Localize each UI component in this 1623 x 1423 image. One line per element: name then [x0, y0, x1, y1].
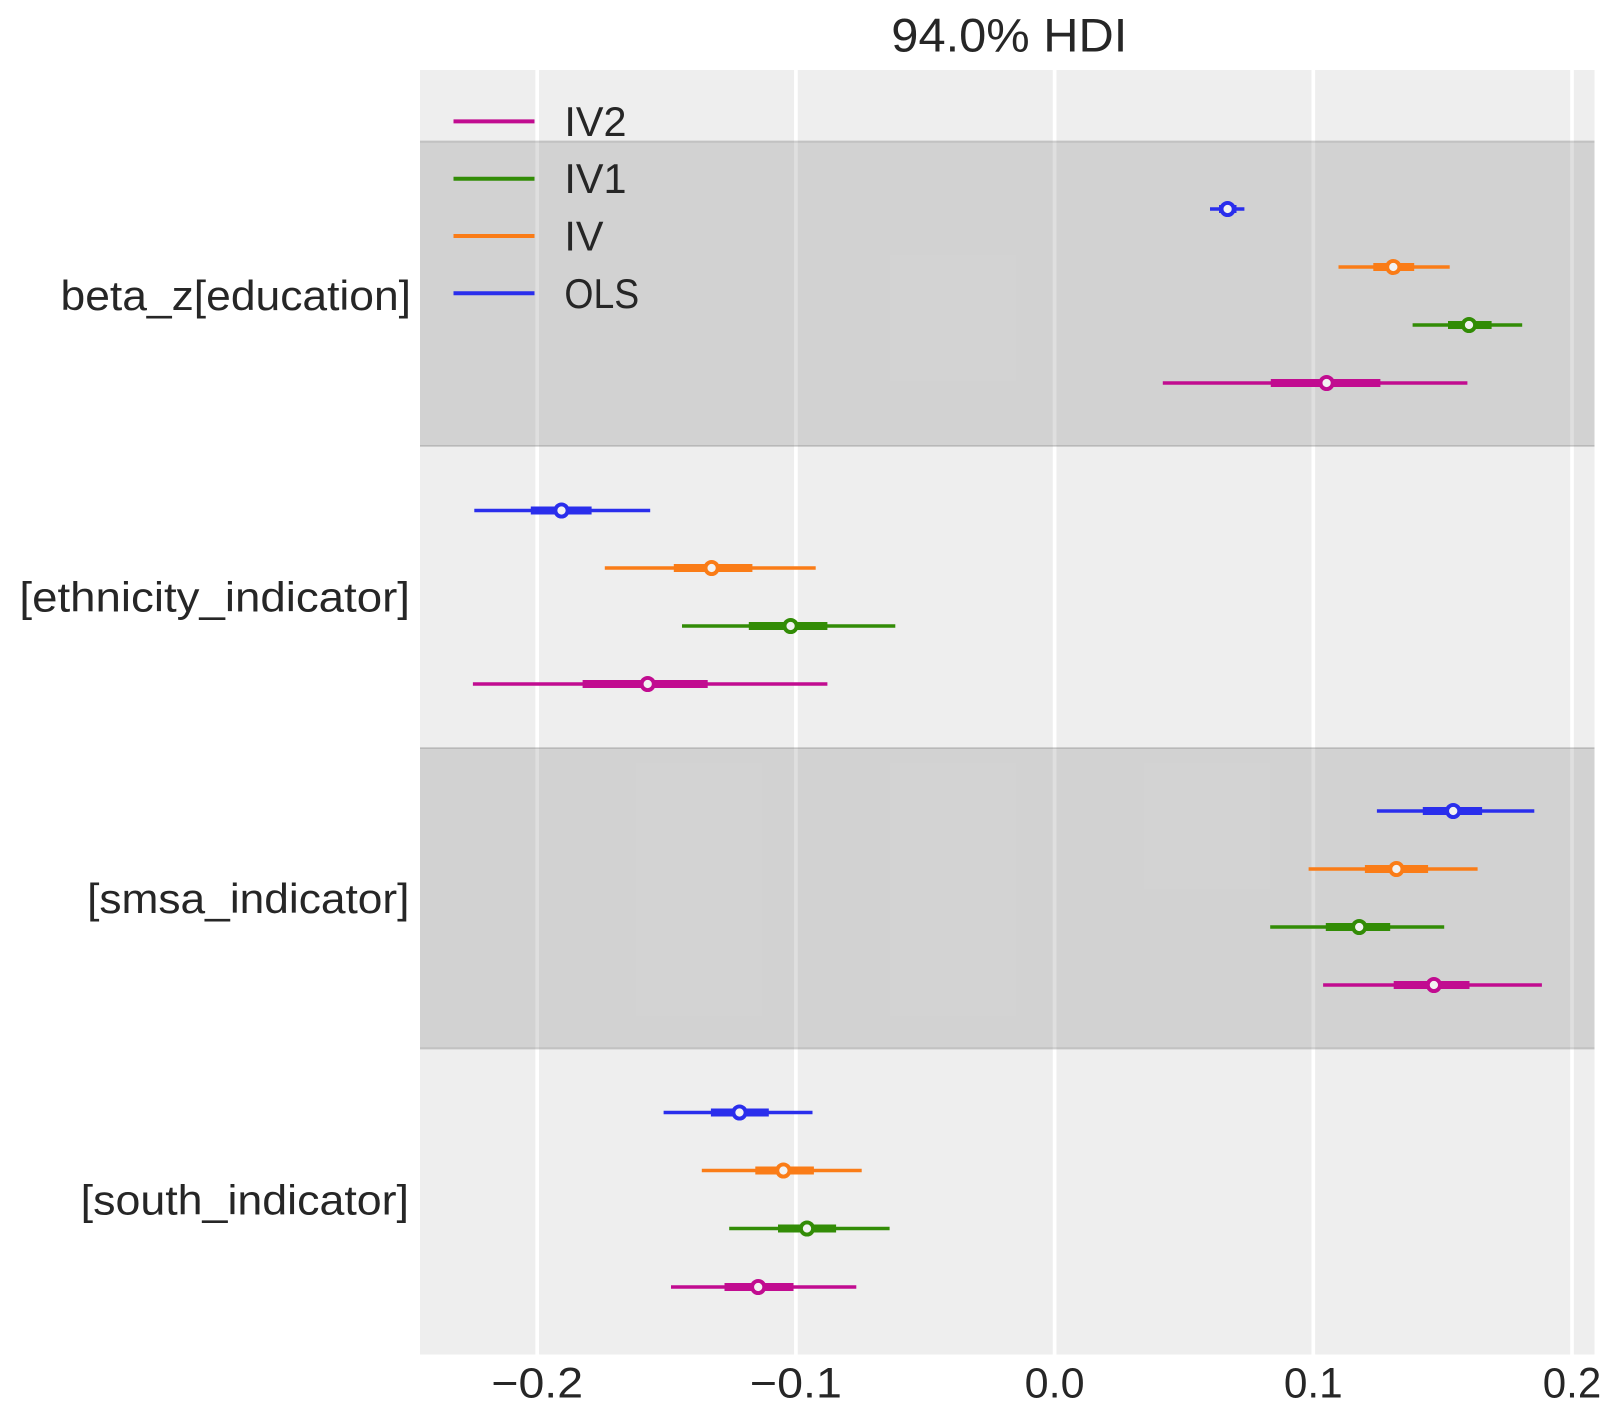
- svg-text:IV: IV: [564, 213, 603, 259]
- svg-text:IV2: IV2: [564, 99, 626, 145]
- svg-text:0.1: 0.1: [1284, 1361, 1343, 1408]
- svg-text:[ethnicity_indicator]: [ethnicity_indicator]: [19, 574, 410, 621]
- svg-text:−0.1: −0.1: [750, 1361, 842, 1408]
- svg-text:[south_indicator]: [south_indicator]: [81, 1177, 409, 1224]
- svg-text:OLS: OLS: [564, 271, 639, 317]
- svg-text:0.0: 0.0: [1025, 1361, 1085, 1408]
- svg-text:94.0% HDI: 94.0% HDI: [891, 10, 1127, 63]
- svg-text:[smsa_indicator]: [smsa_indicator]: [87, 875, 409, 922]
- svg-text:0.2: 0.2: [1543, 1361, 1602, 1408]
- svg-text:IV1: IV1: [564, 156, 626, 202]
- svg-text:beta_z[education]: beta_z[education]: [61, 272, 412, 319]
- svg-text:−0.2: −0.2: [491, 1361, 583, 1408]
